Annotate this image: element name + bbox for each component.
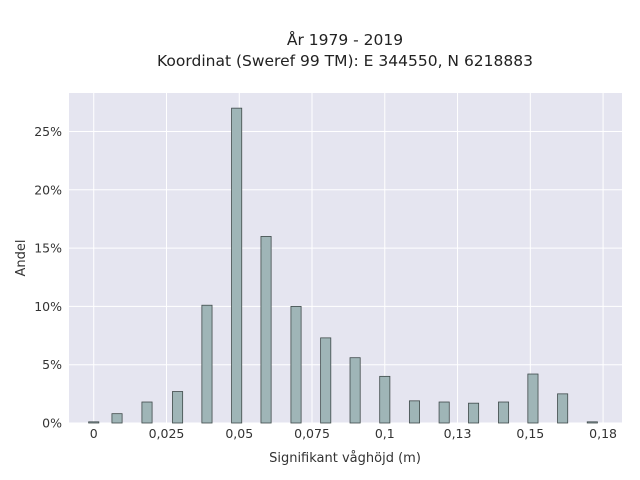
bar-4 <box>201 304 213 424</box>
y-tick-label-0: 0% <box>42 416 62 431</box>
bar-13 <box>468 402 480 424</box>
x-tick-label-5: 0,13 <box>444 426 472 441</box>
bar-17 <box>586 421 598 424</box>
x-tick-label-7: 0,18 <box>589 426 617 441</box>
bar-2 <box>141 401 153 424</box>
bar-6 <box>260 236 272 424</box>
grid-lines <box>69 93 622 424</box>
bar-15 <box>527 373 539 424</box>
x-axis-label: Signifikant våghöjd (m) <box>269 451 421 466</box>
bar-1 <box>111 413 123 424</box>
bar-0 <box>88 421 100 424</box>
bar-3 <box>172 391 184 424</box>
x-tick-label-3: 0,075 <box>294 426 330 441</box>
bar-12 <box>438 401 450 424</box>
x-tick-label-0: 0 <box>90 426 98 441</box>
x-tick-label-6: 0,15 <box>516 426 544 441</box>
chart-title-line1: År 1979 - 2019 <box>287 30 403 49</box>
y-axis-ticks: 0% 5% 10% 15% 20% 25% <box>34 124 62 431</box>
y-tick-label-5: 25% <box>34 124 62 139</box>
y-tick-label-2: 10% <box>34 299 62 314</box>
bar-9 <box>349 357 361 424</box>
x-axis-ticks: 0 0,025 0,05 0,075 0,1 0,13 0,15 0,18 <box>90 426 617 441</box>
y-tick-label-4: 20% <box>34 182 62 197</box>
y-tick-label-1: 5% <box>42 357 62 372</box>
chart-title-line2: Koordinat (Sweref 99 TM): E 344550, N 62… <box>157 52 533 70</box>
bar-10 <box>379 375 391 424</box>
y-tick-label-3: 15% <box>34 241 62 256</box>
x-tick-label-2: 0,05 <box>225 426 253 441</box>
x-tick-label-4: 0,1 <box>375 426 395 441</box>
x-tick-label-1: 0,025 <box>149 426 185 441</box>
bar-16 <box>557 393 569 424</box>
bar-7 <box>290 305 302 424</box>
bar-11 <box>408 400 420 424</box>
y-axis-label: Andel <box>14 240 29 277</box>
plot-area <box>69 93 622 423</box>
bar-5 <box>231 107 243 424</box>
bar-14 <box>498 401 510 424</box>
bar-8 <box>320 337 332 424</box>
bars <box>88 107 598 424</box>
